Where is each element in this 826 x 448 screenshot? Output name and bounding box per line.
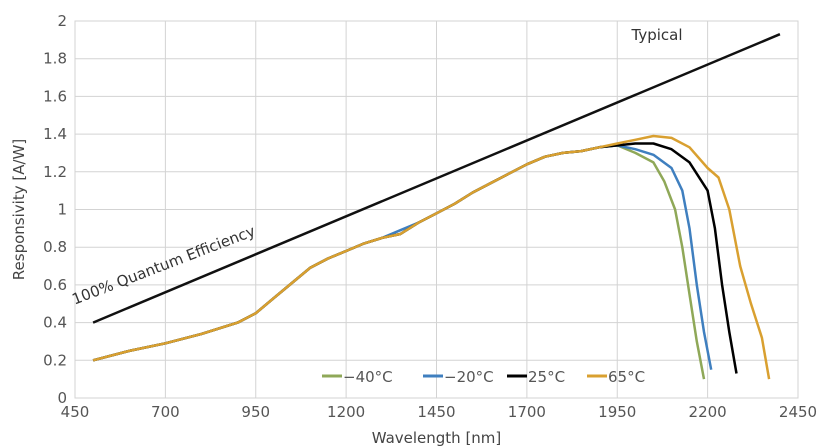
- y-tick-label: 1.4: [43, 125, 67, 143]
- y-tick-label: 1.6: [43, 87, 67, 105]
- x-tick-label: 950: [241, 403, 270, 421]
- legend-label: 65°C: [608, 368, 645, 386]
- legend-label: −40°C: [343, 368, 393, 386]
- x-tick-label: 1200: [327, 403, 365, 421]
- x-tick-label: 700: [151, 403, 180, 421]
- x-tick-label: 2450: [779, 403, 817, 421]
- legend-label: −20°C: [444, 368, 494, 386]
- y-tick-label: 2: [57, 12, 67, 30]
- grid: [74, 20, 799, 399]
- y-tick-label: 0.2: [43, 351, 67, 369]
- y-tick-label: 1.8: [43, 50, 67, 68]
- y-tick-label: 0: [57, 389, 67, 407]
- x-tick-label: 1450: [417, 403, 455, 421]
- quantum-efficiency-line: [92, 33, 781, 324]
- annotation-text: Typical: [631, 26, 683, 44]
- y-tick-label: 0.4: [43, 314, 67, 332]
- y-tick-label: 1: [57, 201, 67, 219]
- series-lines: [92, 134, 771, 380]
- x-tick-label: 450: [61, 403, 90, 421]
- legend-label: 25°C: [528, 368, 565, 386]
- y-tick-label: 0.8: [43, 238, 67, 256]
- reference-line-group: [92, 33, 781, 324]
- y-tick-label: 1.2: [43, 163, 67, 181]
- x-tick-label: 2200: [689, 403, 727, 421]
- x-axis-title: Wavelength [nm]: [372, 429, 502, 447]
- plot-area-frame: [74, 20, 799, 399]
- legend: −40°C −20°C 25°C 65°C: [322, 368, 645, 386]
- x-tick-label: 1950: [598, 403, 636, 421]
- x-tick-label: 1700: [508, 403, 546, 421]
- y-axis-title: Responsivity [A/W]: [10, 139, 28, 280]
- series-line: [92, 134, 771, 380]
- x-axis-ticks: 450 700 950 1200 1450 1700 1950 2200 2450: [61, 403, 817, 421]
- y-axis-ticks: 0 0.2 0.4 0.6 0.8 1 1.2 1.4 1.6 1.8 2: [43, 12, 67, 407]
- y-tick-label: 0.6: [43, 276, 67, 294]
